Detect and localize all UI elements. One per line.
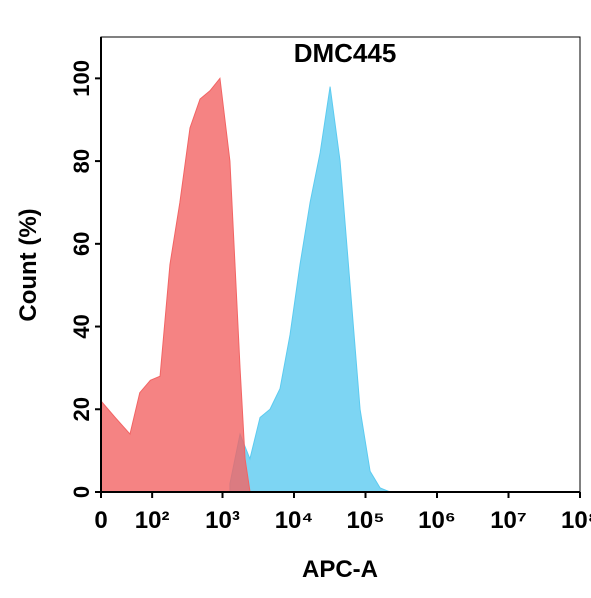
x-tick-label: 10²: [135, 507, 170, 534]
y-tick-label: 40: [69, 314, 94, 338]
y-tick-label: 80: [69, 149, 94, 173]
x-tick-label: 10³: [205, 507, 240, 534]
histogram-area: [100, 77, 251, 493]
x-tick-label: 10⁵: [347, 507, 385, 534]
y-tick-label: 100: [69, 60, 94, 97]
y-tick-label: 60: [69, 232, 94, 256]
y-tick-label: 0: [69, 486, 94, 498]
y-tick-label: 20: [69, 397, 94, 421]
histogram-area: [229, 86, 391, 493]
x-tick-label: 0: [94, 507, 107, 534]
x-axis-label: APC-A: [302, 556, 378, 583]
y-axis-label: Count (%): [15, 208, 42, 321]
x-tick-label: 10⁴: [275, 507, 314, 534]
x-tick-label: 10⁸: [561, 507, 591, 534]
chart-title: DMC445: [294, 38, 397, 68]
x-tick-label: 10⁶: [418, 507, 456, 534]
x-tick-label: 10⁷: [490, 507, 527, 534]
